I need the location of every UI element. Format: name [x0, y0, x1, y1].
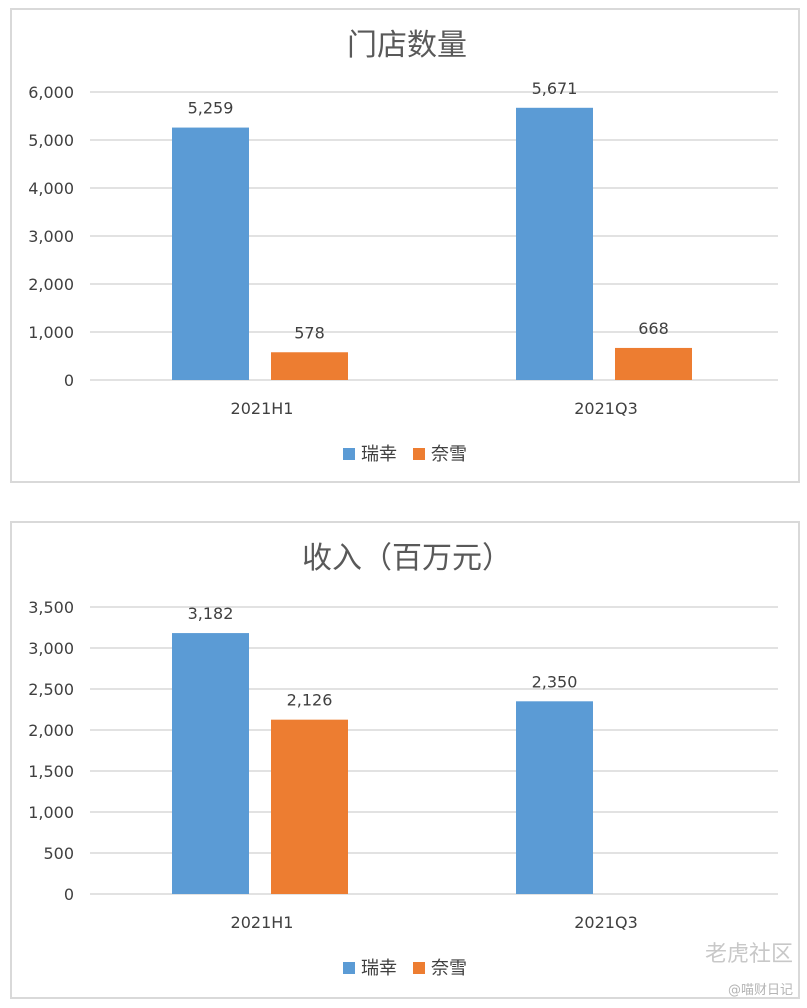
bar: [516, 701, 593, 894]
data-label: 578: [294, 323, 325, 342]
bar: [172, 127, 249, 381]
legend-label: 瑞幸: [361, 444, 397, 465]
y-tick-label: 5,000: [28, 131, 74, 150]
bar: [516, 107, 593, 381]
watermark-subtext: @喵财日记: [727, 983, 793, 998]
legend-label: 奈雪: [431, 958, 467, 979]
chart-revenue: 收入（百万元） 0 500 1,000 1,500 2,000 2,500 3,000 3,50…: [10, 521, 800, 999]
y-tick-label: 3,000: [28, 227, 74, 246]
legend-swatch: [343, 448, 355, 460]
bar: [271, 719, 348, 894]
y-tick-label: 0: [64, 371, 74, 390]
bar: [615, 347, 692, 380]
data-label: 3,182: [188, 604, 234, 623]
y-tick-label: 2,000: [28, 275, 74, 294]
watermark-text: 老虎社区: [704, 942, 793, 967]
y-tick-label: 2,000: [28, 721, 74, 740]
legend-label: 瑞幸: [361, 958, 397, 979]
x-tick-label: 2021H1: [231, 399, 294, 418]
legend-swatch: [413, 962, 425, 974]
data-label: 5,671: [532, 79, 578, 98]
data-label: 2,350: [532, 672, 578, 691]
y-tick-label: 2,500: [28, 680, 74, 699]
chart-revenue-svg: 收入（百万元） 0 500 1,000 1,500 2,000 2,500 3,000 3,50…: [28, 541, 778, 979]
y-tick-label: 500: [43, 844, 74, 863]
bar: [172, 633, 249, 894]
data-label: 2,126: [287, 691, 333, 710]
x-tick-label: 2021Q3: [574, 913, 638, 932]
y-tick-label: 6,000: [28, 83, 74, 102]
y-tick-label: 1,500: [28, 762, 74, 781]
x-tick-label: 2021H1: [231, 913, 294, 932]
data-label: 5,259: [188, 99, 234, 118]
y-tick-label: 1,000: [28, 323, 74, 342]
y-tick-label: 3,000: [28, 639, 74, 658]
legend-swatch: [343, 962, 355, 974]
y-tick-label: 0: [64, 885, 74, 904]
chart-title: 门店数量: [347, 28, 467, 63]
chart-store-count-svg: 门店数量 0 1,000 2,000 3,000 4,000 5,000 6,000 5,259…: [28, 28, 778, 465]
x-tick-label: 2021Q3: [574, 399, 638, 418]
chart-title: 收入（百万元）: [302, 541, 512, 576]
y-tick-label: 3,500: [28, 598, 74, 617]
chart-store-count: 门店数量 0 1,000 2,000 3,000 4,000 5,000 6,000 5,259…: [10, 8, 800, 483]
y-tick-label: 4,000: [28, 179, 74, 198]
legend-label: 奈雪: [431, 444, 467, 465]
bar: [271, 352, 348, 380]
y-tick-label: 1,000: [28, 803, 74, 822]
legend-swatch: [413, 448, 425, 460]
data-label: 668: [638, 319, 669, 338]
